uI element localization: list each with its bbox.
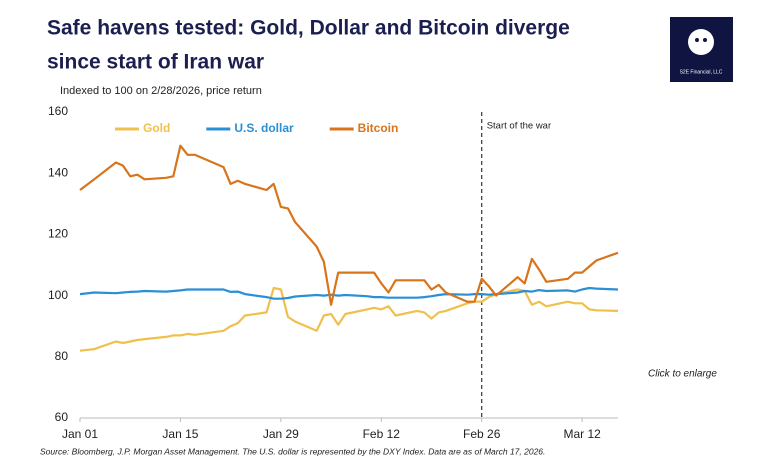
x-tick-label: Jan 29 bbox=[263, 427, 299, 441]
event-label: Start of the war bbox=[487, 121, 551, 132]
y-tick-label: 160 bbox=[48, 104, 68, 118]
source-note: Source: Bloomberg, J.P. Morgan Asset Man… bbox=[40, 446, 545, 456]
click-note[interactable]: Click to enlarge bbox=[648, 369, 717, 380]
logo-icon bbox=[703, 38, 707, 42]
logo-icon bbox=[688, 29, 714, 55]
x-tick-label: Jan 01 bbox=[62, 427, 98, 441]
x-tick-label: Feb 26 bbox=[463, 427, 501, 441]
y-tick-label: 140 bbox=[48, 165, 68, 179]
y-tick-label: 100 bbox=[48, 288, 68, 302]
legend-label: U.S. dollar bbox=[234, 121, 294, 135]
x-tick-label: Jan 15 bbox=[162, 427, 198, 441]
x-tick-label: Feb 12 bbox=[363, 427, 401, 441]
chart-subtitle: Indexed to 100 on 2/28/2026, price retur… bbox=[60, 85, 262, 97]
series-line bbox=[79, 286, 619, 300]
y-tick-label: 80 bbox=[55, 349, 69, 363]
chart-title-line: since start of Iran war bbox=[47, 51, 264, 74]
logo-text: S2E Financial, LLC bbox=[680, 69, 723, 75]
x-tick-label: Mar 12 bbox=[563, 427, 601, 441]
series-line bbox=[79, 286, 619, 352]
logo-icon bbox=[695, 38, 699, 42]
logo: S2E Financial, LLC bbox=[670, 17, 733, 82]
chart-title-line: Safe havens tested: Gold, Dollar and Bit… bbox=[47, 17, 570, 40]
series-line bbox=[79, 144, 619, 306]
legend-label: Gold bbox=[143, 121, 170, 135]
y-tick-label: 120 bbox=[48, 227, 68, 241]
y-tick-label: 60 bbox=[55, 410, 69, 424]
legend-label: Bitcoin bbox=[358, 121, 399, 135]
